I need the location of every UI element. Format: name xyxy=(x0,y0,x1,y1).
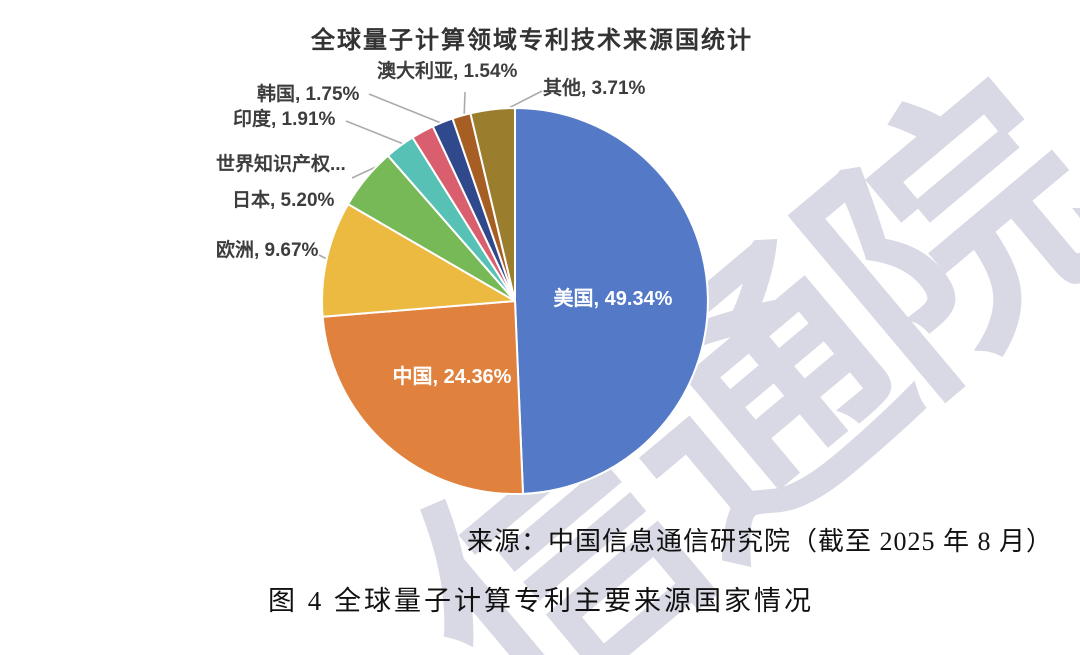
pie-slice-usa xyxy=(514,107,709,495)
slice-label-usa: 美国, 49.34% xyxy=(553,288,673,310)
pie-slice-europe xyxy=(321,203,516,318)
slice-label-india: 印度, 1.91% xyxy=(233,109,336,130)
source-note: 来源：中国信息通信研究院（截至 2025 年 8 月） xyxy=(467,527,1054,556)
figure-caption: 图 4 全球量子计算专利主要来源国家情况 xyxy=(268,586,814,616)
slice-label-wipo: 世界知识产权... xyxy=(216,154,346,175)
slice-label-europe: 欧洲, 9.67% xyxy=(216,240,319,261)
pie-slice-other xyxy=(469,107,516,302)
pie-plot-area xyxy=(318,90,709,495)
slice-label-australia: 澳大利亚, 1.54% xyxy=(377,61,518,82)
slice-label-korea: 韩国, 1.75% xyxy=(257,84,360,105)
pie-chart: 全球量子计算领域专利技术来源国统计 美国, 49.34% 中国, 24.36% 欧洲… xyxy=(216,27,753,495)
chart-title: 全球量子计算领域专利技术来源国统计 xyxy=(311,27,753,54)
leader-line-korea xyxy=(368,93,447,126)
slice-label-japan: 日本, 5.20% xyxy=(232,190,335,211)
slice-label-other: 其他, 3.71% xyxy=(543,78,646,99)
slice-label-china: 中国, 24.36% xyxy=(392,366,512,388)
pie-labels-layer: 美国, 49.34% 中国, 24.36% 欧洲, 9.67% 日本, 5.20% 世界… xyxy=(216,61,673,388)
pie-slice-china xyxy=(321,300,524,495)
